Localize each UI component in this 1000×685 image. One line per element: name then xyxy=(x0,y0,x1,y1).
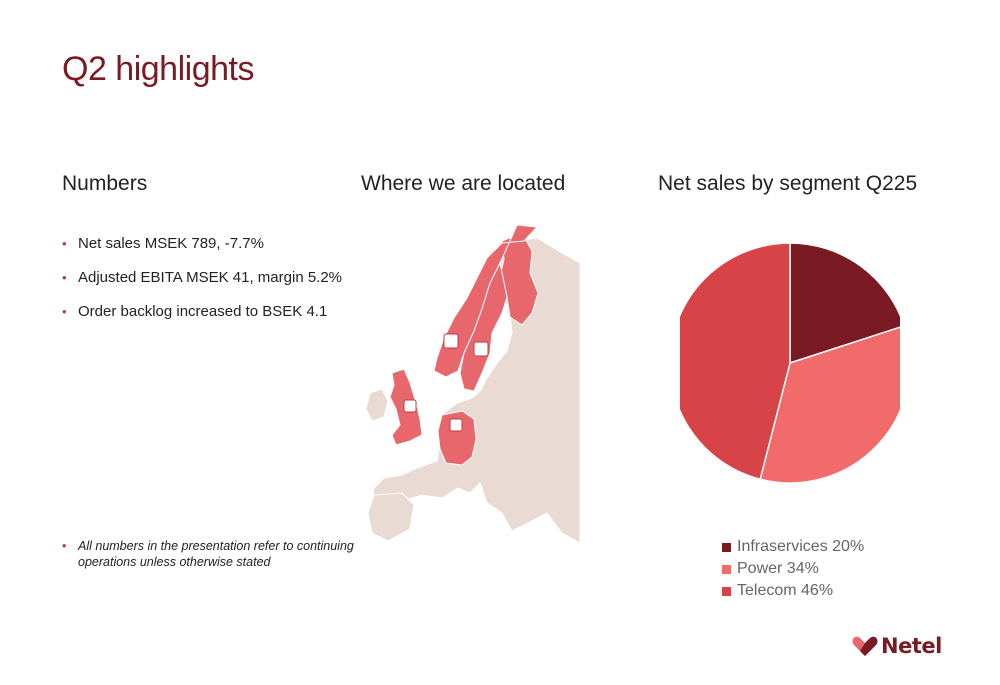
segment-pie-chart xyxy=(680,242,900,484)
logo-text: Netel xyxy=(881,634,942,658)
pie-slice-power xyxy=(759,326,900,484)
chart-heading: Net sales by segment Q225 xyxy=(658,172,918,195)
numbers-heading: Numbers xyxy=(62,172,148,195)
slide-title: Q2 highlights xyxy=(62,50,254,88)
legend-swatch xyxy=(722,542,731,552)
bullet-adjusted-ebita: Adjusted EBITA MSEK 41, margin 5.2% xyxy=(62,267,342,301)
pie-slice-infraservices xyxy=(789,242,900,365)
legend-swatch xyxy=(722,586,731,596)
map-heading: Where we are located xyxy=(361,172,566,195)
footnote: All numbers in the presentation refer to… xyxy=(62,538,408,570)
legend-label: Power 34% xyxy=(737,560,819,577)
pie-slice-telecom xyxy=(680,242,791,481)
map-germany xyxy=(437,410,477,466)
legend-item-infraservices: Infraservices 20% xyxy=(722,536,864,558)
map-base-ireland xyxy=(365,388,389,422)
map-sweden xyxy=(459,261,508,392)
legend-label: Infraservices 20% xyxy=(737,538,865,555)
legend-item-power: Power 34% xyxy=(722,558,864,580)
map-base-iberia xyxy=(367,492,415,542)
map-pin-icon xyxy=(403,333,489,432)
europe-map xyxy=(365,224,580,543)
bullet-net-sales: Net sales MSEK 789, -7.7% xyxy=(62,233,342,267)
legend-label: Telecom 46% xyxy=(737,582,834,599)
bullet-order-backlog: Order backlog increased to BSEK 4.1 xyxy=(62,301,342,335)
legend-swatch xyxy=(722,564,731,574)
netel-heart-icon xyxy=(852,636,878,656)
pie-legend: Infraservices 20% Power 34% Telecom 46% xyxy=(722,536,864,602)
legend-item-telecom: Telecom 46% xyxy=(722,580,864,602)
numbers-bullet-list: Net sales MSEK 789, -7.7% Adjusted EBITA… xyxy=(62,233,342,335)
netel-logo: Netel xyxy=(852,634,942,658)
